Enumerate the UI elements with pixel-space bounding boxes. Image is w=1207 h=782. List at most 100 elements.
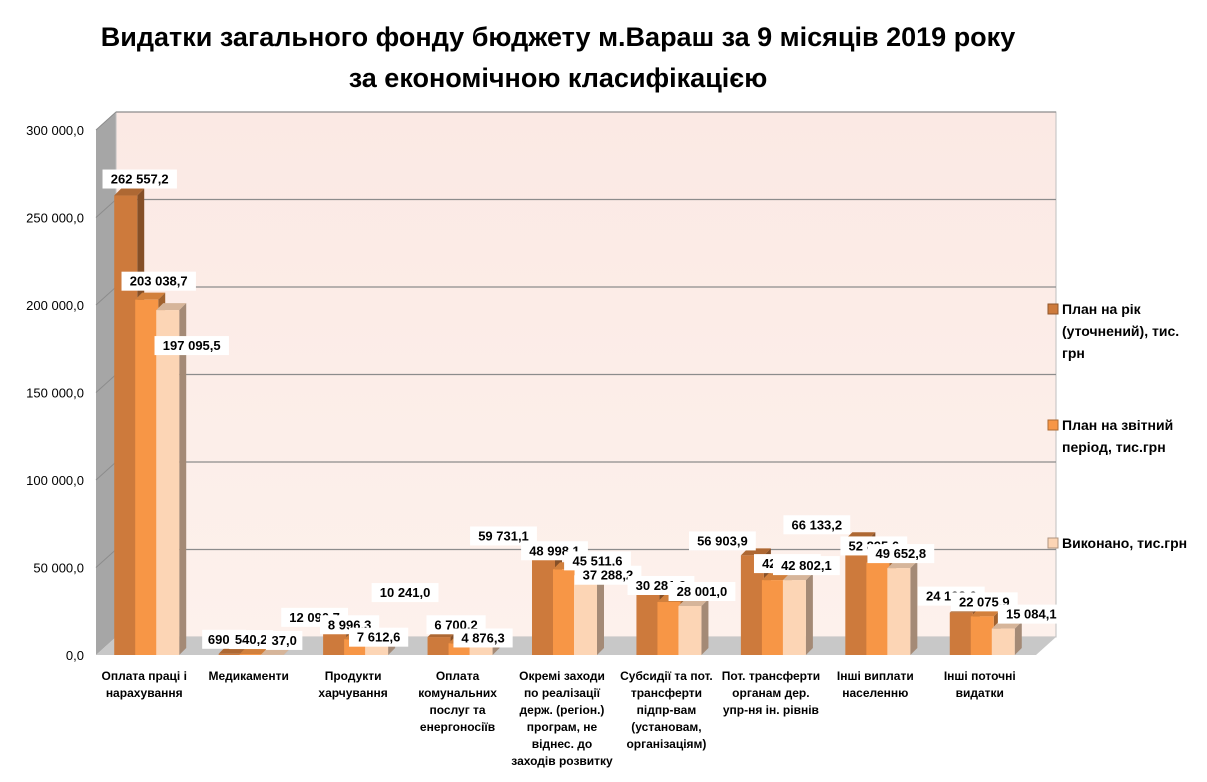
bar-front (114, 195, 138, 655)
bar-front (866, 562, 890, 655)
data-label-text: 22 075,9 (959, 594, 1010, 609)
x-tick-label-line: віднес. до (532, 737, 592, 751)
x-tick-label-line: нарахування (106, 686, 183, 700)
bar-front (532, 550, 555, 655)
x-tick-label: Медикаменти (208, 669, 288, 683)
bar-front (761, 580, 785, 655)
data-label: 203 038,7 (121, 271, 196, 291)
data-label-text: 56 903,9 (697, 533, 748, 548)
x-tick-label-line: Інші поточні (944, 669, 1016, 683)
data-label: 262 557,2 (102, 169, 177, 189)
y-tick-label: 0,0 (66, 648, 84, 663)
data-label-text: 203 038,7 (130, 274, 188, 289)
data-label-text: 42 802,1 (781, 558, 832, 573)
data-label: 4 876,3 (453, 628, 513, 648)
bar-front (991, 628, 1015, 655)
data-label-bg (564, 551, 631, 571)
x-tick-label: Окремі заходи по реалізації держ. (регіон.… (511, 669, 613, 768)
bar (887, 561, 918, 655)
y-tick-label: 200 000,0 (26, 298, 84, 313)
x-tick-label: Оплата комунальних послуг та енергоносіїв (418, 669, 497, 734)
data-label-bg (349, 627, 409, 647)
x-tick-label-line: трансферти (631, 686, 702, 700)
legend-entry: План на звітний період, тис.грн (1047, 417, 1173, 455)
data-label: 28 001,0 (668, 581, 736, 601)
bar (156, 303, 187, 655)
legend-swatch (1047, 303, 1059, 315)
x-tick-label: Інші поточні видатки (944, 669, 1016, 700)
gridline-side (95, 111, 117, 131)
data-label: 42 802,1 (772, 556, 840, 576)
x-tick-label-line: держ. (регіон.) (520, 703, 605, 717)
legend: План на рік (уточнений), тис. грн План на з… (1047, 301, 1187, 551)
data-label-bg (102, 169, 177, 189)
data-label: 15 084,1 (997, 604, 1065, 624)
bar-front (782, 580, 806, 655)
gridline-side (95, 286, 117, 306)
y-axis: 0,0 50 000,0 100 000,0 150 000,0 200 000,0 25… (26, 123, 84, 663)
bar-side (597, 568, 604, 655)
bar-top (156, 303, 187, 311)
data-label-bg (867, 544, 935, 564)
bar-front (239, 654, 263, 655)
chart-title-line-2: за економічною класифікацією (349, 63, 768, 93)
bar-front (636, 589, 660, 655)
data-label: 10 241,0 (371, 583, 439, 603)
x-tick-label-line: Продукти (325, 669, 382, 683)
bar-front (135, 299, 159, 655)
x-tick-label-line: Пот. трансферти (722, 669, 820, 683)
data-label-bg (453, 628, 513, 648)
x-tick-label-line: організаціям) (626, 737, 706, 751)
data-label: 37,0 (265, 630, 303, 650)
data-label-bg (371, 583, 439, 603)
x-tick-label-line: (установам, (631, 720, 701, 734)
x-axis: Оплата праці і нарахування Медикаменти Прод… (102, 669, 1016, 768)
x-tick-label-line: послуг та (429, 703, 485, 717)
x-tick-label: Оплата праці і нарахування (102, 669, 187, 700)
data-label: 66 133,2 (783, 515, 851, 535)
bar-front (970, 616, 994, 655)
data-label-text: 45 511,6 (573, 553, 623, 568)
data-label-bg (772, 556, 840, 576)
bar (782, 573, 813, 655)
bar-front (740, 555, 764, 655)
gridline-side (95, 374, 117, 393)
bar-front (574, 575, 597, 655)
x-tick-label-line: Оплата (436, 669, 480, 683)
bar-side (701, 598, 709, 655)
x-tick-label-line: комунальних (418, 686, 497, 700)
data-label: 7 612,6 (349, 627, 409, 647)
x-tick-label: Пот. трансферти органам дер. упр-ня ін. рі… (722, 669, 820, 717)
y-tick-label: 100 000,0 (26, 473, 84, 488)
legend-label: Виконано, тис.грн (1062, 535, 1187, 551)
x-tick-label-line: заходів розвитку (511, 754, 613, 768)
bar-front (887, 568, 911, 655)
bar-front (448, 643, 472, 655)
gridline-side (95, 549, 117, 568)
data-label: 49 652,8 (867, 544, 935, 564)
bar (678, 598, 709, 655)
legend-label: період, тис.грн (1062, 439, 1166, 455)
data-label: 197 095,5 (154, 336, 229, 356)
legend-swatch (1047, 537, 1059, 549)
x-tick-label-line: упр-ня ін. рівнів (723, 703, 819, 717)
x-tick-label: Продукти харчування (318, 669, 387, 700)
x-tick-label-line: енергоносіїв (420, 720, 495, 734)
bar-front (156, 310, 180, 655)
bar-side (1014, 621, 1022, 655)
data-label: 540,2 (229, 630, 274, 650)
data-label-text: 28 001,0 (677, 584, 728, 599)
data-label-bg (574, 565, 642, 585)
data-label-text: 37 288,2 (583, 568, 634, 583)
data-label: 45 511,6 (564, 551, 631, 571)
data-label-bg (688, 531, 756, 551)
data-label-text: 10 241,0 (380, 585, 431, 600)
chart-title-line-1: Видатки загального фонду бюджету м.Вараш… (101, 22, 1015, 52)
plot-area: 0,0 50 000,0 100 000,0 150 000,0 200 000,0 25… (26, 111, 1065, 768)
bar-front (469, 646, 493, 655)
y-tick-label: 150 000,0 (26, 386, 84, 401)
data-label-bg (154, 336, 229, 356)
data-label: 56 903,9 (688, 531, 756, 551)
